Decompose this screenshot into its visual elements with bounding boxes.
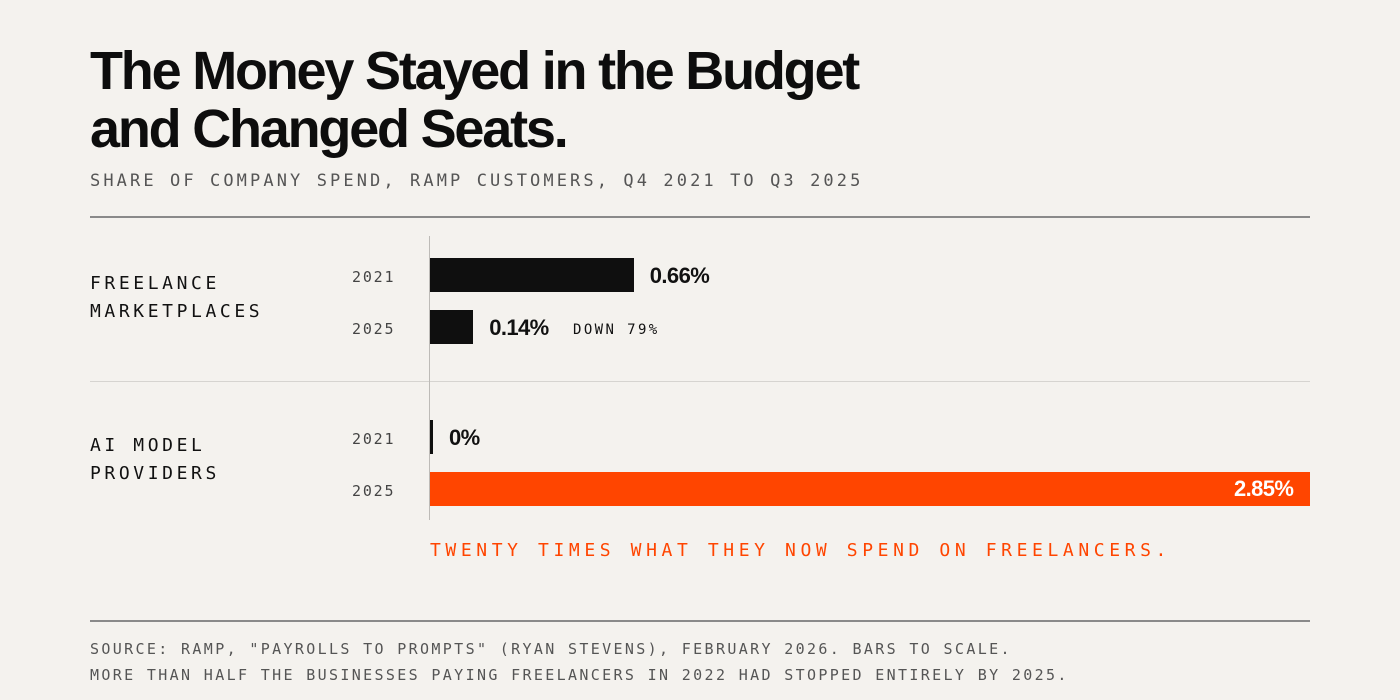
bar-ai-2021 [430,420,433,454]
value-label: 0% [449,425,480,450]
year-label: 2025 [352,320,396,338]
change-note: DOWN 79% [573,322,660,338]
bar-freelance-2025 [430,310,474,344]
value-label: 0.14% [489,315,549,340]
group-label-line: MARKETPLACES [90,301,264,322]
group-divider [90,381,1310,382]
bar-freelance-2021 [430,258,634,292]
source-line: SOURCE: RAMP, "PAYROLLS TO PROMPTS" (RYA… [90,640,1012,658]
group-label-freelance-marketplaces: FREELANCE MARKETPLACES [90,270,263,326]
footnote-line: MORE THAN HALF THE BUSINESSES PAYING FRE… [90,666,1069,684]
chart-title-line-2: and Changed Seats. [90,99,569,159]
top-divider [90,216,1310,218]
group-label-line: PROVIDERS [90,463,220,484]
chart-title: The Money Stayed in the Budget and Chang… [90,42,990,158]
chart-subtitle: SHARE OF COMPANY SPEND, RAMP CUSTOMERS, … [90,171,864,191]
callout-annotation: TWENTY TIMES WHAT THEY NOW SPEND ON FREE… [430,540,1171,561]
group-label-line: FREELANCE [90,273,220,294]
year-label: 2025 [352,482,396,500]
bottom-divider [90,620,1310,622]
chart-title-line-1: The Money Stayed in the Budget [90,41,860,101]
source-footer: SOURCE: RAMP, "PAYROLLS TO PROMPTS" (RYA… [90,636,1069,688]
value-label: 0.66% [649,263,710,288]
baseline-axis [429,236,430,520]
group-label-ai-model-providers: AI MODEL PROVIDERS [90,432,220,488]
year-label: 2021 [352,268,396,286]
value-label: 2.85% [1234,476,1294,501]
group-label-line: AI MODEL [90,435,206,456]
bar-ai-2025 [430,472,1310,506]
year-label: 2021 [352,430,396,448]
